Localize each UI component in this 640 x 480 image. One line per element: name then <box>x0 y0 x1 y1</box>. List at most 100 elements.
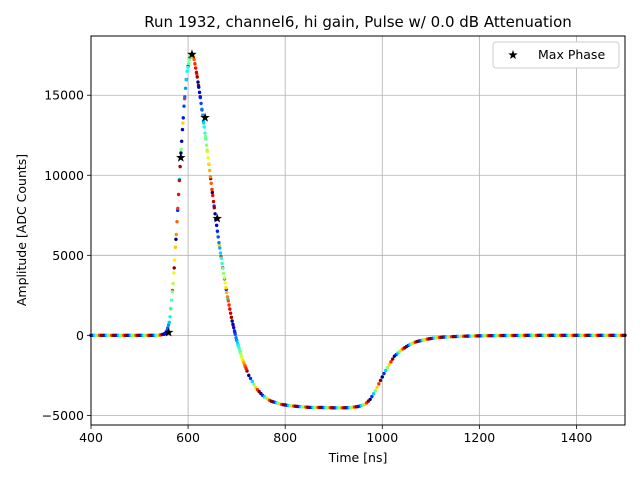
pulse-point <box>99 333 104 338</box>
pulse-point <box>202 125 206 129</box>
pulse-point <box>204 143 209 147</box>
pulse-point <box>217 240 221 245</box>
x-tick-label: 1400 <box>561 430 593 445</box>
pulse-point <box>257 389 261 394</box>
pulse-point <box>382 371 386 376</box>
pulse-point <box>385 365 390 370</box>
pulse-point <box>231 322 235 327</box>
legend-label: Max Phase <box>538 47 605 62</box>
pulse-point <box>197 85 201 89</box>
pulse-point <box>229 315 234 319</box>
x-tick-label: 800 <box>273 430 297 445</box>
pulse-point <box>218 246 222 250</box>
pulse-point <box>237 346 241 351</box>
pulse-point <box>232 329 237 333</box>
pulse-point <box>375 385 379 389</box>
y-axis-ticks: −5000 0 5000 10000 15000 <box>42 88 91 423</box>
pulse-point <box>136 333 140 338</box>
pulse-point <box>196 80 200 84</box>
pulse-point <box>524 333 528 338</box>
pulse-point <box>216 235 220 239</box>
pulse-point <box>390 357 395 361</box>
pulse-point <box>167 320 171 325</box>
pulse-point <box>169 306 173 311</box>
max-phase-point <box>212 213 222 223</box>
legend-star-icon <box>508 50 518 60</box>
pulse-point <box>204 137 208 141</box>
pulse-point <box>370 394 374 399</box>
pulse-point <box>170 290 175 294</box>
pulse-point <box>174 232 178 237</box>
pulse-point <box>186 65 190 70</box>
pulse-point <box>197 90 202 95</box>
pulse-point <box>184 78 189 82</box>
pulse-point <box>183 86 188 90</box>
chart-title: Run 1932, channel6, hi gain, Pulse w/ 0.… <box>144 13 572 31</box>
pulse-point <box>174 237 178 241</box>
pulse-point <box>371 391 376 396</box>
pulse-point <box>380 375 384 379</box>
pulse-point <box>387 363 391 367</box>
pulse-point <box>451 334 456 339</box>
pulse-point <box>223 281 227 285</box>
pulse-point <box>171 281 175 286</box>
pulse-point <box>180 127 185 132</box>
pulse-point <box>179 147 183 151</box>
pulse-point <box>173 245 178 250</box>
y-axis-label: Amplitude [ADC Counts] <box>14 154 29 306</box>
pulse-point <box>208 175 213 179</box>
pulse-point <box>177 178 182 183</box>
pulse-point <box>415 339 419 344</box>
pulse-point <box>560 333 565 338</box>
pulse-point <box>215 229 220 233</box>
pulse-point <box>573 333 577 338</box>
pulse-point <box>200 107 204 111</box>
pulse-point <box>597 333 601 338</box>
legend: Max Phase <box>492 41 620 69</box>
pulse-point <box>463 334 468 338</box>
x-axis-ticks: 400 600 800 1000 1200 1400 <box>79 425 592 445</box>
pulse-point <box>621 333 625 338</box>
pulse-point <box>377 382 381 386</box>
pulse-point <box>210 187 214 192</box>
pulse-point <box>225 295 230 299</box>
pulse-point <box>235 339 239 343</box>
grid <box>90 36 625 425</box>
pulse-point <box>512 333 516 338</box>
pulse-point <box>193 62 197 66</box>
max-phase-point <box>176 152 186 162</box>
pulse-point <box>172 258 177 262</box>
pulse-point <box>172 266 176 270</box>
pulse-point <box>148 333 152 338</box>
pulse-point <box>230 319 234 323</box>
pulse-point <box>213 212 217 216</box>
pulse-point <box>269 399 274 403</box>
max-phase-series <box>163 49 222 337</box>
pulse-point <box>366 399 371 403</box>
pulse-point <box>373 389 378 393</box>
pulse-point <box>536 333 541 338</box>
pulse-point <box>186 61 191 66</box>
pulse-point <box>212 205 217 210</box>
pulse-point <box>247 373 251 378</box>
pulse-point <box>168 315 172 319</box>
y-tick-label: −5000 <box>42 408 84 423</box>
pulse-point <box>209 181 213 185</box>
pulse-point <box>548 333 553 338</box>
pulse-point <box>211 199 216 204</box>
pulse-point <box>384 368 388 373</box>
pulse-point <box>342 406 346 410</box>
x-tick-label: 1000 <box>366 430 398 445</box>
legend-box <box>492 41 620 69</box>
plot-frame <box>90 35 626 426</box>
pulse-point <box>195 75 199 79</box>
pulse-point <box>306 405 310 409</box>
pulse-point <box>179 139 184 143</box>
pulse-point <box>207 162 211 166</box>
pulse-point <box>281 403 286 407</box>
max-phase-point <box>200 112 210 122</box>
pulse-point <box>238 349 242 353</box>
pulse-point <box>206 155 210 160</box>
max-phase-point <box>163 327 174 337</box>
